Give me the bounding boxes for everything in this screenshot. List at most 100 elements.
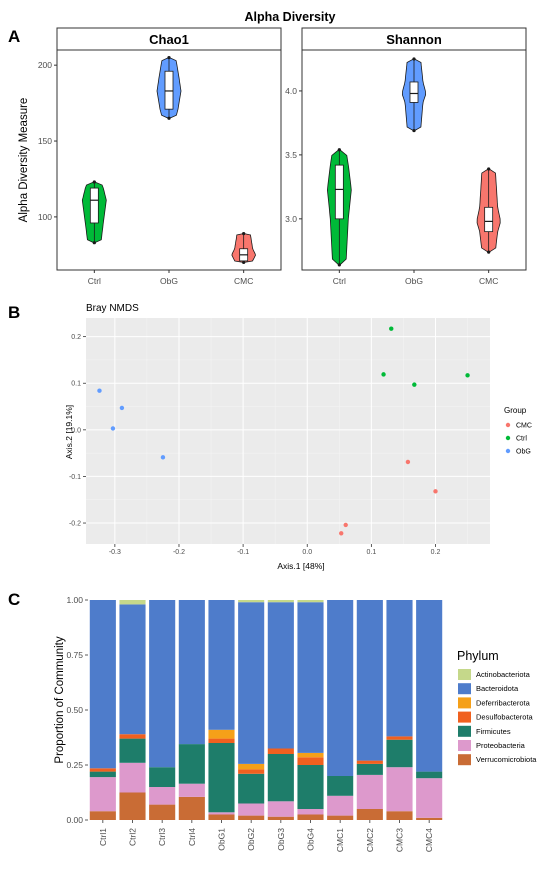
stacked-bar-x-tick-label: CMC2 <box>365 828 375 852</box>
bar-segment-firmicutes <box>119 738 146 763</box>
phylum-legend-key-verrucomicrobiota <box>458 754 471 766</box>
bar-segment-bacteroidota <box>89 600 116 769</box>
bar-segment-actinobacteriota <box>297 600 324 603</box>
nmds-panel-background <box>86 318 490 544</box>
bar-segment-verrucomicrobiota <box>297 814 324 820</box>
alpha-diversity-title: Alpha Diversity <box>244 10 335 24</box>
point-shannon-cmc <box>487 250 491 254</box>
bar-segment-proteobacteria <box>149 787 176 805</box>
bar-segment-verrucomicrobiota <box>119 792 146 820</box>
point-chao1-cmc <box>242 231 246 236</box>
nmds-x-tick-label: -0.3 <box>109 549 121 556</box>
nmds-y-tick-label: 0.0 <box>71 427 81 434</box>
nmds-y-tick-label: 0.2 <box>71 334 81 341</box>
bar-segment-bacteroidota <box>178 600 205 745</box>
bar-segment-verrucomicrobiota <box>238 815 265 820</box>
bar-segment-proteobacteria <box>356 774 383 809</box>
nmds-point-ctrl <box>381 372 386 377</box>
bar-segment-bacteroidota <box>267 602 294 749</box>
phylum-legend-key-firmicutes <box>458 725 471 737</box>
bar-segment-bacteroidota <box>386 600 413 737</box>
bar-segment-verrucomicrobiota <box>267 816 294 820</box>
stacked-bar-x-tick-label: ObG4 <box>306 828 316 851</box>
nmds-point-ctrl <box>389 326 394 331</box>
phylum-legend-key-bacteroidota <box>458 683 471 695</box>
stacked-bar-y-tick-label: 0.75 <box>66 650 83 660</box>
nmds-title: Bray NMDS <box>86 303 139 314</box>
point-chao1-cmc <box>242 260 246 265</box>
bar-segment-proteobacteria <box>208 812 235 815</box>
bar-segment-verrucomicrobiota <box>327 815 354 820</box>
bar-segment-firmicutes <box>208 743 235 813</box>
phylum-legend-key-desulfobacterota <box>458 711 471 723</box>
nmds-x-tick-label: 0.1 <box>366 549 376 556</box>
phylum-legend-title: Phylum <box>457 649 499 663</box>
bar-segment-desulfobacterota <box>386 736 413 740</box>
stacked-bar-x-tick-label: Ctrl3 <box>157 828 167 846</box>
bar-segment-firmicutes <box>416 771 443 779</box>
stacked-bar-x-tick-label: CMC1 <box>335 828 345 852</box>
phylum-legend-key-proteobacteria <box>458 740 471 751</box>
shannon-x-tick-label: CMC <box>479 276 498 286</box>
bar-segment-proteobacteria <box>178 783 205 797</box>
stacked-bar-x-tick-label: ObG1 <box>217 828 227 851</box>
bar-segment-actinobacteriota <box>119 600 146 605</box>
shannon-facet-label: Shannon <box>386 32 442 47</box>
bar-segment-firmicutes <box>267 754 294 802</box>
bar-segment-firmicutes <box>356 763 383 775</box>
phylum-legend-label-desulfobacterota: Desulfobacterota <box>476 713 534 722</box>
shannon-y-tick-label: 4.0 <box>285 86 297 96</box>
bar-segment-deferribacterota <box>238 763 265 770</box>
bar-segment-proteobacteria <box>327 795 354 816</box>
boxplot-chao1-ctrl <box>89 187 99 224</box>
stacked-bar-y-tick-label: 0.25 <box>66 760 83 770</box>
nmds-point-obg <box>97 388 102 393</box>
nmds-legend-key-cmc <box>505 422 511 428</box>
nmds-legend-label-cmc: CMC <box>516 423 532 430</box>
chao1-facet-label: Chao1 <box>149 32 189 47</box>
chao1-x-tick-label: CMC <box>234 276 253 286</box>
bar-segment-desulfobacterota <box>356 760 383 764</box>
nmds-point-cmc <box>339 531 344 536</box>
nmds-y-tick-label: -0.2 <box>69 521 81 528</box>
bar-segment-desulfobacterota <box>119 734 146 739</box>
chao1-x-tick-label: ObG <box>160 276 178 286</box>
bar-segment-desulfobacterota <box>238 769 265 774</box>
bar-segment-verrucomicrobiota <box>356 809 383 820</box>
point-shannon-cmc <box>487 167 491 171</box>
nmds-point-ctrl <box>465 373 470 378</box>
bar-segment-desulfobacterota <box>267 748 294 754</box>
nmds-point-obg <box>119 405 125 411</box>
phylum-legend-label-verrucomicrobiota: Verrucomicrobiota <box>476 755 537 764</box>
bar-segment-verrucomicrobiota <box>208 814 235 820</box>
bar-segment-desulfobacterota <box>89 768 116 772</box>
bar-segment-verrucomicrobiota <box>149 804 176 820</box>
shannon-x-tick-label: Ctrl <box>333 276 346 286</box>
bar-segment-firmicutes <box>89 771 116 778</box>
shannon-y-tick-label: 3.0 <box>285 214 297 224</box>
bar-segment-verrucomicrobiota <box>416 817 443 820</box>
nmds-legend-key-obg <box>505 448 511 454</box>
panel-c-stacked-bars: 0.00 0.25 0.50 0.75 1.00 Ctrl1 Ctrl2 Ctrl3 Ctrl4… <box>66 595 537 852</box>
bar-segment-firmicutes <box>149 767 176 787</box>
nmds-y-axis-title: Axis.2 [19.1%] <box>64 405 74 459</box>
bar-segment-desulfobacterota <box>208 738 235 743</box>
stacked-bar-x-tick-label: CMC3 <box>395 828 405 852</box>
point-chao1-obg <box>167 116 171 120</box>
phylum-legend-key-deferribacterota <box>458 697 471 709</box>
panel-b-letter: B <box>8 303 20 322</box>
bar-segment-firmicutes <box>297 765 324 809</box>
phylum-legend-label-proteobacteria: Proteobacteria <box>476 741 526 750</box>
panel-a-y-axis-title: Alpha Diversity Measure <box>18 98 30 223</box>
nmds-legend-label-ctrl: Ctrl <box>516 436 527 443</box>
bar-segment-firmicutes <box>386 739 413 768</box>
nmds-legend-title: Group <box>504 406 527 415</box>
shannon-y-tick-label: 3.5 <box>285 150 297 160</box>
point-chao1-obg <box>167 55 171 60</box>
bar-segment-bacteroidota <box>119 604 146 735</box>
bar-segment-proteobacteria <box>416 778 443 818</box>
boxplot-shannon-obg <box>409 81 419 103</box>
panel-a-violins: Chao1 100 150 200 Ctrl ObG CMC Shannon 3.0 3.5 4.0… <box>38 27 527 286</box>
stacked-bar-y-tick-label: 0.50 <box>66 705 83 715</box>
